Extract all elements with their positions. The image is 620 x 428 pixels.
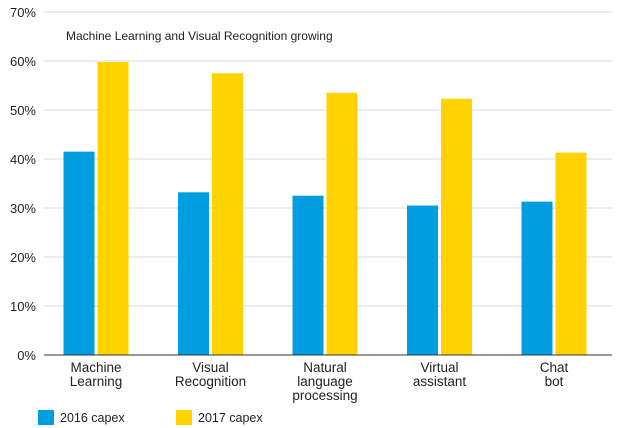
y-tick-label: 40%: [10, 152, 36, 167]
bar: [212, 73, 243, 355]
x-category-label: Natural language processing: [292, 360, 357, 403]
bars: [63, 61, 587, 355]
y-tick-label: 20%: [10, 250, 36, 265]
y-tick-label: 10%: [10, 299, 36, 314]
y-tick-label: 30%: [10, 201, 36, 216]
bar: [441, 98, 472, 355]
bar: [521, 201, 553, 355]
y-tick-label: 70%: [10, 5, 36, 20]
bar: [97, 61, 129, 355]
legend-label: 2017 capex: [198, 411, 263, 425]
legend: 2016 capex 2017 capex: [38, 410, 263, 425]
bar: [292, 195, 324, 355]
x-category-label: Visual Recognition: [175, 360, 246, 389]
bar: [63, 151, 95, 355]
legend-swatch: [38, 410, 54, 425]
bar: [178, 192, 209, 355]
x-category-label: Machine Learning: [70, 360, 123, 389]
bar: [326, 92, 358, 355]
legend-swatch: [176, 410, 192, 425]
y-tick-label: 0%: [17, 348, 36, 363]
x-category-label: Virtual assistant: [413, 360, 467, 389]
legend-label: 2016 capex: [60, 411, 125, 425]
y-axis-ticks: 0% 10% 20% 30% 40% 50% 60% 70%: [10, 5, 36, 363]
bar: [407, 205, 438, 355]
y-tick-label: 50%: [10, 103, 36, 118]
chart-title: Machine Learning and Visual Recognition …: [66, 29, 333, 43]
y-tick-label: 60%: [10, 54, 36, 69]
x-axis-categories: Machine Learning Visual Recognition Natural l…: [70, 360, 569, 403]
bar: [555, 152, 587, 355]
x-category-label: Chat bot: [540, 360, 569, 389]
